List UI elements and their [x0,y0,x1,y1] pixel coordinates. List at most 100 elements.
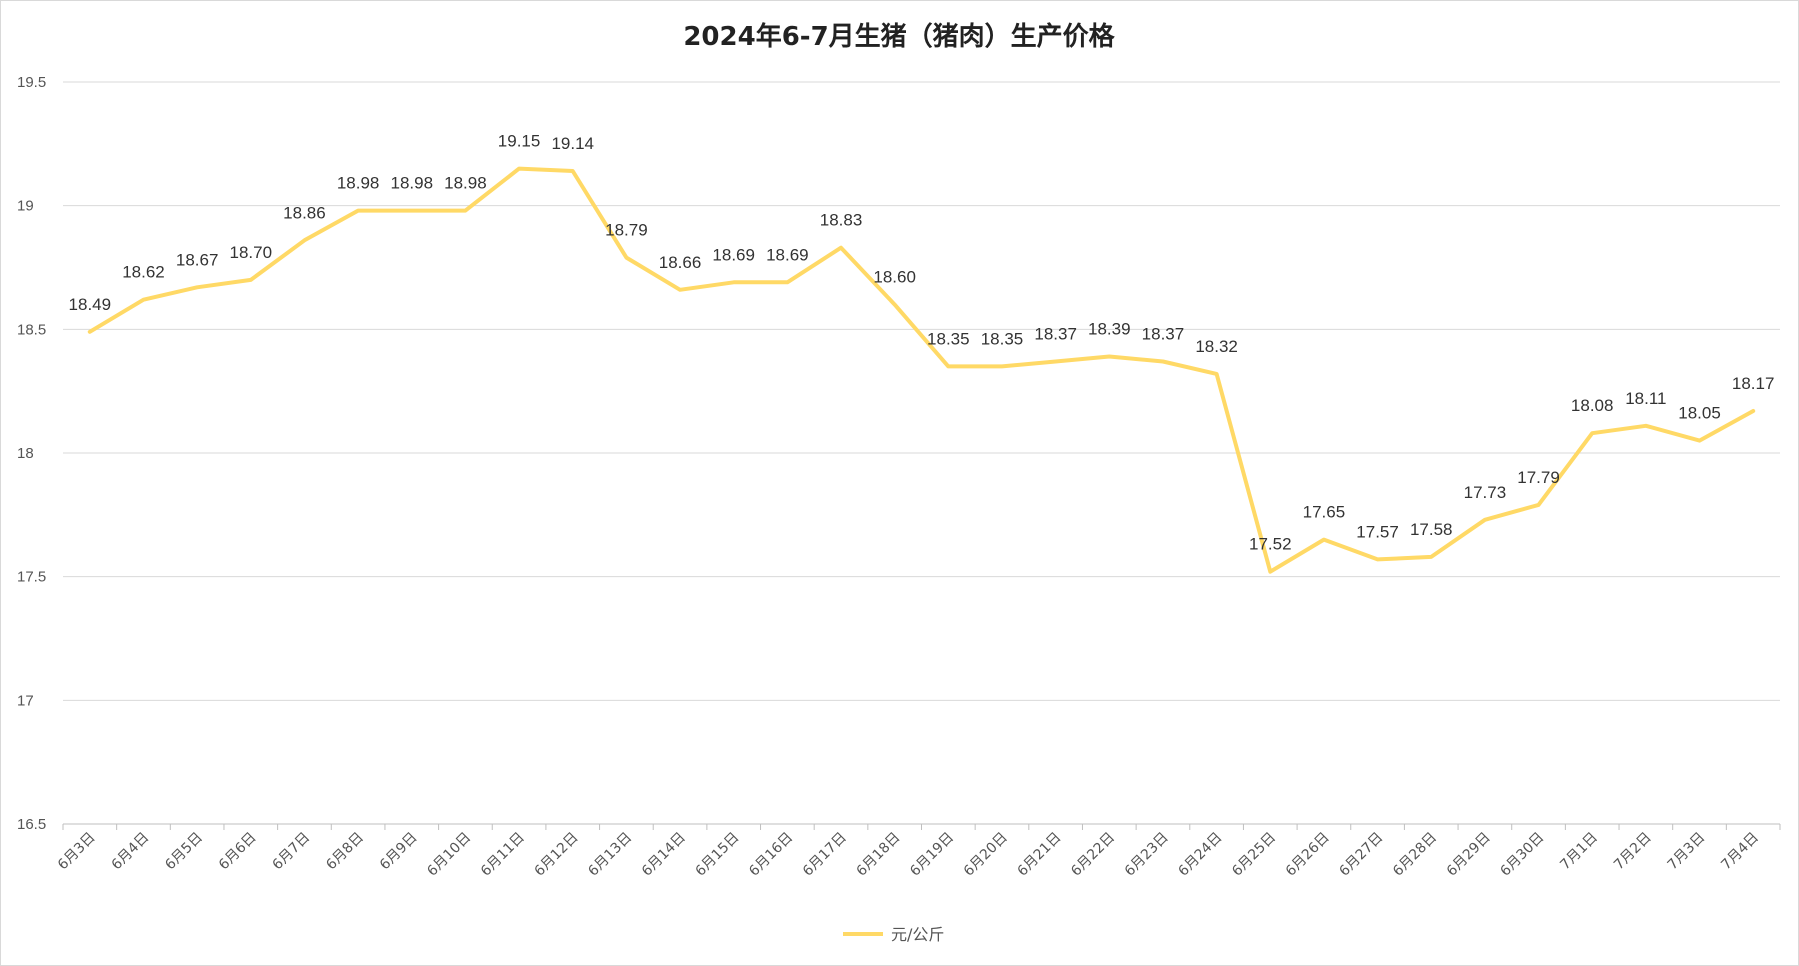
data-label: 18.66 [659,253,702,272]
data-point [1428,554,1434,560]
data-labels: 18.49 18.62 18.67 18.70 18.86 18.98 18.98 18.98… [69,132,1775,554]
x-tick-label: 6月4日 [109,830,153,874]
x-tick-label: 7月3日 [1665,830,1709,874]
x-tick-label: 7月4日 [1718,830,1762,874]
x-tick-label: 6月30日 [1497,830,1547,880]
x-tick-label: 6月28日 [1390,830,1440,880]
data-label: 18.37 [1034,324,1077,343]
y-tick-label: 19 [17,198,34,215]
data-point [945,363,951,369]
x-tick-label: 7月2日 [1611,830,1655,874]
data-label: 18.98 [444,174,487,193]
data-label: 18.98 [337,174,380,193]
data-point [301,237,307,243]
data-label: 18.49 [69,295,112,314]
x-tick-label: 6月26日 [1283,830,1333,880]
data-point [1321,537,1327,543]
data-point [409,208,415,214]
x-tick-label: 6月5日 [162,830,206,874]
data-point [892,302,898,308]
data-point [838,245,844,251]
y-tick-label: 18.5 [17,321,46,338]
x-tick-label: 6月23日 [1122,830,1172,880]
x-tick-label: 6月11日 [478,830,528,880]
x-tick-label: 6月17日 [800,830,850,880]
gridlines [63,81,1780,825]
data-label: 19.15 [498,132,541,151]
data-point [784,279,790,285]
x-tick-label: 6月18日 [853,830,903,880]
x-tick-label: 6月19日 [907,830,957,880]
data-label: 18.05 [1678,404,1721,423]
legend[interactable]: 元/公斤 [843,925,944,944]
x-tick-label: 6月15日 [693,830,743,880]
data-point [1106,354,1112,360]
data-label: 18.79 [605,221,648,240]
x-tick-label: 6月12日 [532,830,582,880]
data-label: 18.32 [1195,337,1238,356]
data-point [1643,423,1649,429]
data-point [355,208,361,214]
data-label: 18.60 [873,268,916,287]
data-point [623,255,629,261]
series-line [87,166,1756,574]
data-point [677,287,683,293]
data-point [999,363,1005,369]
data-label: 18.69 [712,245,755,264]
x-tick-label: 6月21日 [1014,830,1064,880]
data-point [1482,517,1488,523]
data-point [1536,502,1542,508]
data-label: 17.57 [1356,522,1399,541]
data-label: 18.11 [1625,389,1666,408]
x-tick-label: 6月22日 [1068,830,1118,880]
data-point [1214,371,1220,377]
data-label: 17.52 [1249,535,1292,554]
x-tick-label: 6月3日 [55,830,99,874]
data-label: 17.65 [1303,503,1346,522]
x-tick-label: 6月20日 [961,830,1011,880]
y-tick-label: 17 [17,692,34,709]
data-point [570,168,576,174]
data-label: 17.58 [1410,520,1453,539]
data-label: 18.35 [981,329,1024,348]
x-tick-label: 7月1日 [1557,830,1601,874]
chart-title: 2024年6-7月生猪（猪肉）生产价格 [683,21,1115,52]
y-tick-label: 19.5 [17,74,46,91]
x-tick-label: 6月7日 [270,830,314,874]
x-tick-label: 6月25日 [1229,830,1279,880]
data-label: 18.62 [122,263,165,282]
data-point [462,208,468,214]
data-point [194,284,200,290]
y-tick-label: 17.5 [17,569,46,586]
data-label: 18.37 [1142,324,1185,343]
data-point [516,166,522,172]
x-tick-label: 6月14日 [639,830,689,880]
data-label: 18.83 [820,211,863,230]
x-tick-label: 6月6日 [216,830,260,874]
data-point [140,297,146,303]
data-point [1267,569,1273,575]
data-label: 18.86 [283,203,326,222]
y-axis: 16.5 17 17.5 18 18.5 19 19.5 [17,74,46,833]
series-layer [87,166,1756,575]
x-tick-label: 6月29日 [1444,830,1494,880]
data-label: 18.39 [1088,320,1131,339]
data-label: 18.69 [766,245,809,264]
data-point [87,329,93,335]
x-axis: 6月3日 6月4日 6月5日 6月6日 6月7日 6月8日 6月9日 6月10日 6月11日 6月… [55,824,1781,880]
data-label: 19.14 [551,134,594,153]
data-point [1053,358,1059,364]
y-tick-label: 18 [17,445,34,462]
x-tick-label: 6月27日 [1336,830,1386,880]
data-point [1375,556,1381,562]
x-tick-label: 6月9日 [377,830,421,874]
data-label: 18.17 [1732,374,1775,393]
data-point [248,277,254,283]
data-point [1160,358,1166,364]
data-point [1750,408,1756,414]
x-tick-label: 6月10日 [424,830,474,880]
data-label: 17.79 [1517,468,1560,487]
data-point [1589,430,1595,436]
